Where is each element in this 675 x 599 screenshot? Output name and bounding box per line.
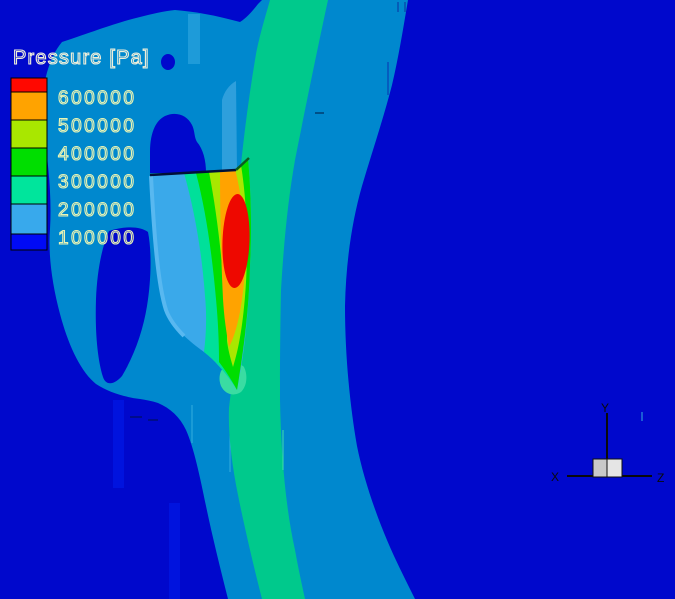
- legend-colorbar: [10, 77, 48, 251]
- legend-title: Pressure [Pa]: [13, 47, 150, 69]
- legend-swatch-red: [10, 77, 48, 93]
- blade-edge-highlight: [149, 175, 186, 338]
- blade: [149, 157, 252, 390]
- legend-swatch-orange: [10, 91, 48, 121]
- legend-label: 500000: [58, 116, 136, 137]
- contour-dark-silhouette: [150, 113, 206, 173]
- contour-upper-light-band: [222, 81, 237, 172]
- dark-region-stripe: [113, 400, 124, 488]
- axis-triad: Y X Z: [551, 401, 664, 485]
- x-axis-label: X: [551, 470, 559, 484]
- legend-label: 400000: [58, 144, 136, 165]
- y-axis-label: Y: [601, 401, 609, 415]
- legend-swatch-green: [10, 147, 48, 177]
- z-axis-label: Z: [657, 471, 664, 485]
- legend-label: 200000: [58, 200, 136, 221]
- contour-right-dark-circle: [345, 0, 675, 599]
- blade-red-core: [222, 194, 250, 288]
- midfield-stripe: [188, 14, 200, 64]
- legend-label: 100000: [58, 228, 136, 249]
- dark-region-stripe: [169, 503, 180, 599]
- origin-cube-right-face: [606, 458, 623, 478]
- contour-dark-hook: [95, 227, 151, 384]
- contour-dark-dot: [161, 54, 175, 70]
- legend-swatch-sky: [10, 203, 48, 235]
- origin-cube-left-face: [592, 458, 608, 478]
- legend-swatch-chartreuse: [10, 119, 48, 149]
- legend: Pressure [Pa] 600000 500000 400000 30000…: [10, 46, 150, 251]
- legend-swatch-mint: [10, 175, 48, 205]
- blade-top-edge-corner: [235, 157, 250, 171]
- legend-label: 300000: [58, 172, 136, 193]
- legend-label: 600000: [58, 88, 136, 109]
- legend-swatch-blue: [10, 233, 48, 251]
- contour-green-band: [228, 0, 328, 599]
- legend-labels: 600000 500000 400000 300000 200000 10000…: [57, 87, 136, 249]
- blade-top-edge: [149, 168, 237, 177]
